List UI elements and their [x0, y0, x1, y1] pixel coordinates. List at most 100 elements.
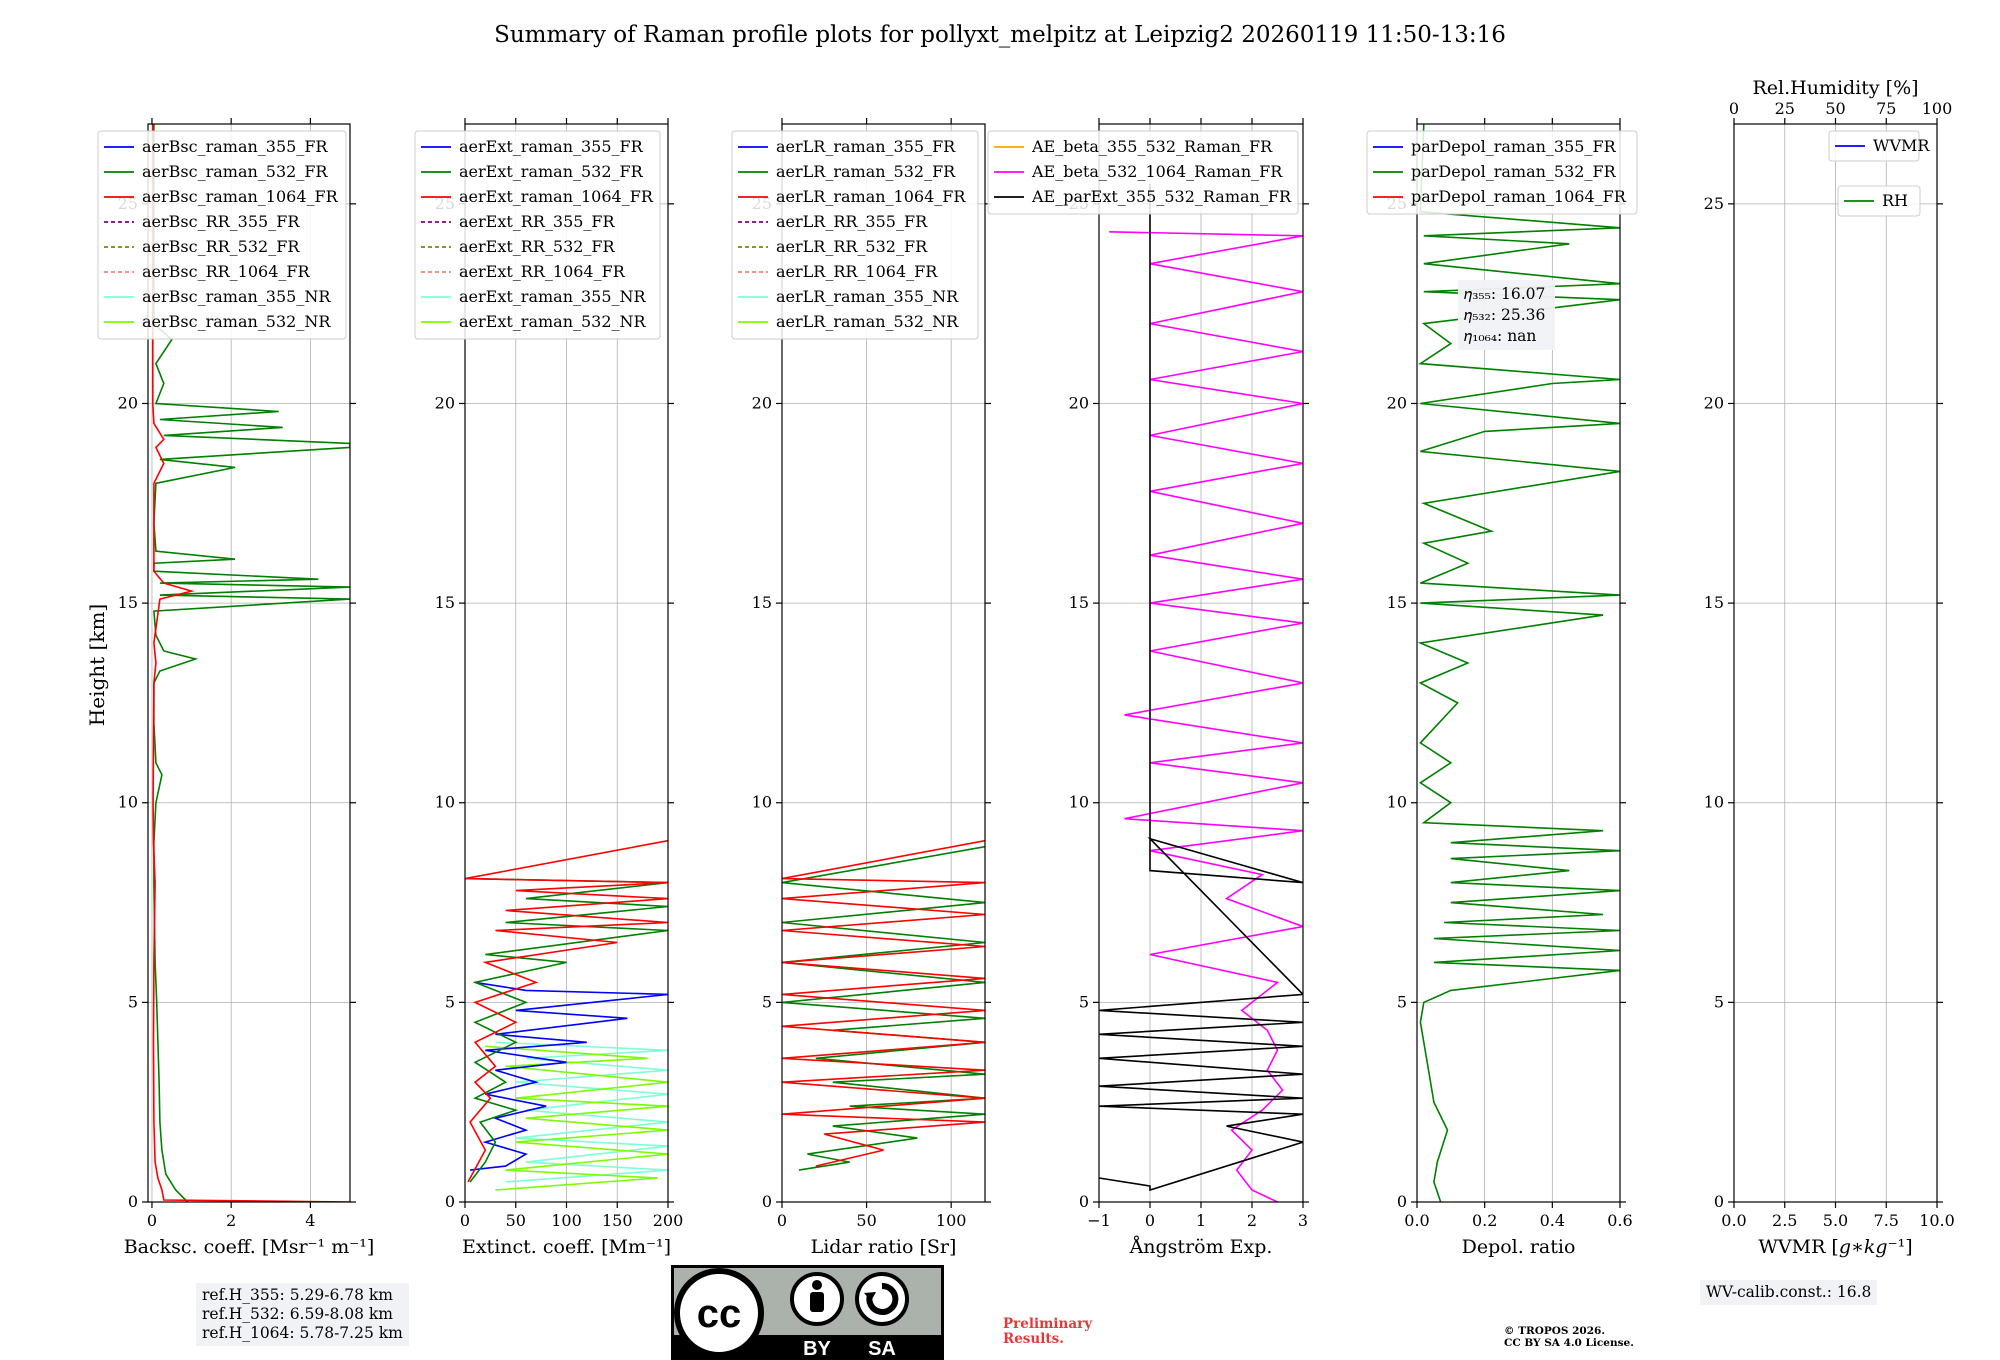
legend-label: aerExt_RR_532_FR [459, 237, 616, 256]
top-x-tick-label: 75 [1876, 99, 1896, 118]
y-tick-label: 15 [435, 593, 455, 612]
preliminary-line-1: Preliminary [1003, 1316, 1093, 1332]
refh-355: ref.H_355: 5.29-6.78 km [202, 1286, 393, 1304]
legend: aerLR_raman_355_FR aerLR_raman_532_FR aerL… [731, 130, 979, 340]
y-tick-label: 10 [435, 793, 455, 812]
x-tick-label: 100 [936, 1211, 967, 1230]
x-tick-label: 50 [856, 1211, 876, 1230]
legend-label: aerBsc_raman_355_FR [142, 137, 328, 156]
wv-calib-box: WV-calib.const.: 16.8 [1700, 1280, 1878, 1305]
x-tick-label: 0.2 [1472, 1211, 1497, 1230]
legend-label: aerLR_RR_1064_FR [776, 262, 938, 281]
series-line-aerLR_raman_1064_FR [782, 839, 985, 1167]
x-tick-label: 2 [226, 1211, 236, 1230]
legend-label: parDepol_raman_532_FR [1411, 162, 1617, 181]
y-tick-label: 0 [1397, 1192, 1407, 1211]
x-axis-label: WVMR [𝑔∗𝑘𝑔⁻¹] [1758, 1236, 1912, 1258]
legend-label: aerLR_RR_355_FR [776, 212, 928, 231]
legend-label: aerExt_raman_355_NR [459, 287, 647, 306]
y-tick-label: 0 [445, 1192, 455, 1211]
legend-label: aerBsc_raman_532_NR [142, 312, 331, 331]
series-line-parDepol_raman_532_FR [1417, 124, 1620, 1202]
x-tick-label: 0 [460, 1211, 470, 1230]
cc-text: cc [697, 1292, 742, 1336]
legend-label: aerLR_raman_355_NR [776, 287, 959, 306]
y-tick-label: 20 [1069, 393, 1089, 412]
x-tick-label: 0.6 [1607, 1211, 1632, 1230]
x-tick-label: 0 [1145, 1211, 1155, 1230]
panel-lr: 0501000510152025Lidar ratio [Sr]aerLR_ra… [731, 118, 991, 1258]
x-tick-label: 50 [506, 1211, 526, 1230]
y-tick-label: 5 [762, 992, 772, 1011]
x-axis-label: Extinct. coeff. [Mm⁻¹] [462, 1236, 671, 1258]
series-line-aerExt_raman_355_FR [470, 981, 668, 1171]
legend-label: aerExt_raman_355_FR [459, 137, 644, 156]
y-tick-label: 0 [1714, 1192, 1724, 1211]
eta-eta355: 𝜂₃₅₅: 16.07 [1464, 285, 1545, 303]
x-tick-label: 0.4 [1540, 1211, 1565, 1230]
legend: RH [1837, 185, 1921, 217]
reference-height-box: ref.H_355: 5.29-6.78 km ref.H_532: 6.59-… [196, 1283, 409, 1346]
legend-label: parDepol_raman_1064_FR [1411, 187, 1627, 206]
x-tick-label: 2 [1247, 1211, 1257, 1230]
y-tick-label: 10 [1704, 793, 1724, 812]
y-tick-label: 15 [1387, 593, 1407, 612]
panel-ae: −101230510152025Ångström Exp.AE_beta_355… [987, 118, 1309, 1258]
legend-label: aerBsc_RR_532_FR [142, 237, 300, 256]
y-tick-label: 5 [128, 992, 138, 1011]
top-x-axis-label: Rel.Humidity [%] [1752, 77, 1918, 99]
eta-eta1064: 𝜂₁₀₆₄: nan [1464, 327, 1536, 345]
y-tick-label: 10 [752, 793, 772, 812]
series-line-AE_parExt_355_532_Raman_FR [1099, 183, 1303, 1192]
series-line-aerExt_raman_532_FR [465, 877, 668, 1183]
y-tick-label: 5 [445, 992, 455, 1011]
series-line-aerBsc_raman_1064_FR [152, 124, 350, 1202]
refh-1064: ref.H_1064: 5.78-7.25 km [202, 1324, 403, 1342]
copyright-line-1: © TROPOS 2026. [1504, 1325, 1606, 1337]
legend-label: AE_parExt_355_532_Raman_FR [1031, 187, 1292, 206]
x-tick-label: 2.5 [1772, 1211, 1797, 1230]
x-axis-label: Backsc. coeff. [Msr⁻¹ m⁻¹] [124, 1236, 375, 1258]
top-x-tick-label: 25 [1775, 99, 1795, 118]
x-tick-label: 0.0 [1721, 1211, 1746, 1230]
legend: aerBsc_raman_355_FR aerBsc_raman_532_FRae… [97, 130, 347, 340]
legend-label: aerBsc_raman_1064_FR [142, 187, 339, 206]
legend-label: aerExt_raman_1064_FR [459, 187, 654, 206]
series-line-aerExt_raman_1064_FR [465, 839, 668, 1183]
legend-label: WVMR [1873, 136, 1930, 155]
y-tick-label: 25 [1704, 194, 1724, 213]
y-tick-label: 20 [1704, 393, 1724, 412]
panel-ext: 0501001502000510152025Extinct. coeff. [M… [414, 118, 683, 1258]
x-tick-label: 150 [602, 1211, 633, 1230]
legend-label: aerExt_RR_355_FR [459, 212, 616, 231]
y-axis-label: Height [km] [85, 604, 109, 726]
panels: 0240510152025Backsc. coeff. [Msr⁻¹ m⁻¹]a… [97, 77, 1955, 1258]
refh-532: ref.H_532: 6.59-8.08 km [202, 1305, 393, 1323]
y-tick-label: 5 [1079, 992, 1089, 1011]
y-tick-label: 10 [1387, 793, 1407, 812]
y-tick-label: 0 [762, 1192, 772, 1211]
legend: AE_beta_355_532_Raman_FR AE_beta_532_1064… [987, 130, 1299, 215]
x-tick-label: 1 [1196, 1211, 1206, 1230]
legend-label: aerBsc_RR_355_FR [142, 212, 300, 231]
axes-frame [1416, 123, 1621, 1203]
legend-label: aerLR_raman_355_FR [776, 137, 956, 156]
y-tick-label: 20 [435, 393, 455, 412]
legend: aerExt_raman_355_FR aerExt_raman_532_FRae… [414, 130, 661, 340]
eta-annotation: 𝜂₃₅₅: 16.07 𝜂₅₃₂: 25.36 𝜂₁₀₆₄: nan [1458, 280, 1555, 350]
panel-depol: 0.00.20.40.60510152025Depol. ratioparDep… [1366, 118, 1638, 1258]
axes-frame [147, 123, 351, 1203]
legend-label: aerLR_RR_532_FR [776, 237, 928, 256]
cc-icon [674, 1268, 764, 1358]
x-tick-label: 3 [1298, 1211, 1308, 1230]
panel-wv: 0.0 2.5 5.0 7.5 10.0 0 5 10 15 20 25 WVMR [𝑔∗𝑘𝑔⁻¹] 0… [1704, 77, 1955, 1258]
legend-label: aerBsc_raman_355_NR [142, 287, 331, 306]
x-tick-label: 0.0 [1404, 1211, 1429, 1230]
legend: WVMR [1828, 130, 1930, 162]
x-tick-label: 0 [147, 1211, 157, 1230]
y-tick-label: 5 [1714, 992, 1724, 1011]
y-tick-label: 15 [118, 593, 138, 612]
legend-label: AE_beta_355_532_Raman_FR [1031, 137, 1273, 156]
legend-label: aerLR_raman_532_NR [776, 312, 959, 331]
x-tick-label: 0 [777, 1211, 787, 1230]
